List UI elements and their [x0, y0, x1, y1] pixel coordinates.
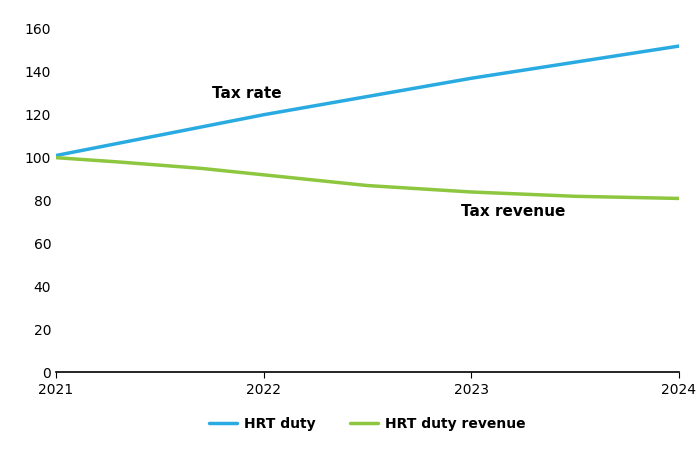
HRT duty [260, 112, 268, 118]
HRT duty revenue [197, 166, 206, 171]
Text: Tax rate: Tax rate [211, 85, 281, 101]
Text: Tax revenue: Tax revenue [461, 203, 566, 219]
HRT duty [467, 75, 475, 81]
HRT duty revenue [52, 155, 60, 160]
HRT duty revenue [571, 193, 580, 199]
HRT duty revenue [363, 183, 372, 188]
HRT duty revenue [114, 159, 122, 165]
HRT duty revenue [260, 172, 268, 178]
HRT duty [52, 153, 60, 158]
Legend: HRT duty, HRT duty revenue: HRT duty, HRT duty revenue [204, 411, 531, 436]
Line: HRT duty: HRT duty [56, 46, 679, 156]
HRT duty [675, 43, 683, 49]
HRT duty revenue [467, 189, 475, 195]
Line: HRT duty revenue: HRT duty revenue [56, 158, 679, 198]
HRT duty revenue [675, 196, 683, 201]
